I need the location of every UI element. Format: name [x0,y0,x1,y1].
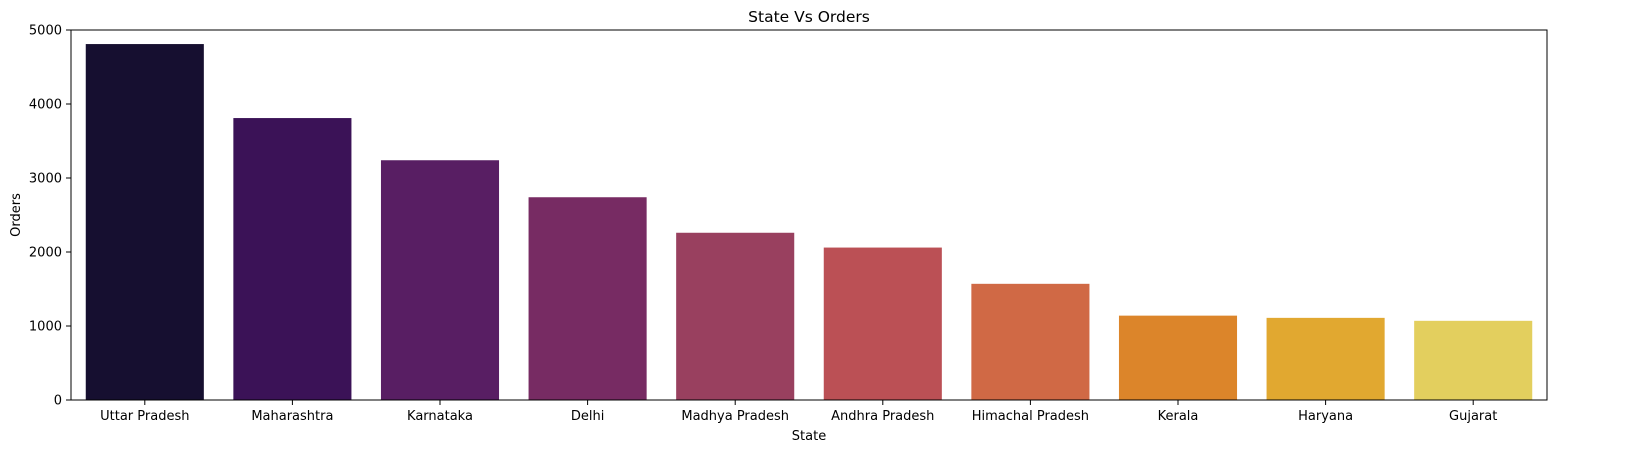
bar-maharashtra [233,118,352,400]
y-tick-label: 4000 [29,98,62,113]
x-axis-label: State [792,429,826,444]
bar-uttar-pradesh [85,44,204,401]
y-tick-label: 5000 [29,24,62,39]
y-axis-label: Orders [9,193,24,237]
x-tick-label: Karnataka [407,409,473,424]
x-tick-label: Gujarat [1449,409,1497,424]
x-tick-label: Uttar Pradesh [100,409,189,424]
bars-group [85,44,1533,401]
y-tick-label: 1000 [29,320,62,335]
x-tick-label: Andhra Pradesh [831,409,934,424]
x-axis: Uttar Pradesh Maharashtra Karnataka Delhi Ma… [100,400,1497,424]
x-tick-label: Madhya Pradesh [681,409,789,424]
plot-frame [70,29,1548,401]
bar-gujarat [1414,320,1533,400]
y-tick-label: 3000 [29,172,62,187]
x-tick-label: Haryana [1298,409,1353,424]
y-tick-label: 2000 [29,246,62,261]
x-tick-label: Delhi [571,409,604,424]
x-tick-label: Himachal Pradesh [972,409,1089,424]
x-tick-label: Kerala [1158,409,1199,424]
bar-delhi [528,197,647,400]
bar-himachal-pradesh [971,283,1090,400]
bar-haryana [1266,317,1385,400]
bar-karnataka [380,160,500,400]
chart-title: State Vs Orders [748,8,870,26]
bar-kerala [1118,315,1238,400]
bar-madhya-pradesh [676,232,795,400]
y-axis: 0 1000 2000 3000 4000 5000 [29,24,71,409]
y-tick-label: 0 [54,394,62,409]
x-tick-label: Maharashtra [251,409,333,424]
bar-andhra-pradesh [823,247,942,400]
